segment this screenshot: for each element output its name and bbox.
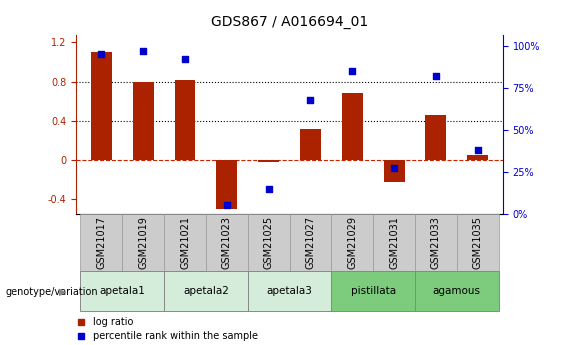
Bar [384,160,405,181]
Bar [300,129,321,160]
Bar [175,80,195,160]
Title: GDS867 / A016694_01: GDS867 / A016694_01 [211,15,368,29]
Bar [415,214,457,271]
Bar [258,160,279,162]
Bar [80,271,164,310]
Point [97,51,106,57]
Bar [247,271,332,310]
Bar [342,93,363,160]
Point [306,97,315,102]
Bar [164,214,206,271]
Text: agamous: agamous [433,286,481,296]
Text: GSM21033: GSM21033 [431,216,441,269]
Bar [457,214,499,271]
Text: pistillata: pistillata [351,286,396,296]
Bar [247,214,290,271]
Point [138,48,147,53]
Bar [467,155,488,160]
Point [473,147,483,153]
Point [390,166,399,171]
Text: GSM21023: GSM21023 [222,216,232,269]
Bar [373,214,415,271]
Text: GSM21017: GSM21017 [97,216,106,269]
Text: apetala3: apetala3 [267,286,312,296]
Bar [425,115,446,160]
Text: ▶: ▶ [59,287,67,296]
Bar [332,271,415,310]
Bar [80,214,122,271]
Text: GSM21031: GSM21031 [389,216,399,269]
Point [348,68,357,74]
Text: GSM21029: GSM21029 [347,216,357,269]
Bar [332,214,373,271]
Text: log ratio: log ratio [93,317,134,327]
Point [222,203,231,208]
Bar [415,271,499,310]
Text: apetala1: apetala1 [99,286,145,296]
Text: GSM21025: GSM21025 [264,216,273,269]
Bar [206,214,247,271]
Text: GSM21019: GSM21019 [138,216,148,269]
Text: GSM21021: GSM21021 [180,216,190,269]
Text: GSM21027: GSM21027 [306,216,315,269]
Text: genotype/variation: genotype/variation [6,287,98,296]
Text: GSM21035: GSM21035 [473,216,483,269]
Text: apetala2: apetala2 [183,286,229,296]
Point [180,57,189,62]
Bar [133,81,154,160]
Point [432,73,441,79]
Bar [164,271,247,310]
Bar [122,214,164,271]
Bar [216,160,237,209]
Point [264,186,273,191]
Bar [289,214,332,271]
Bar [91,52,112,160]
Text: percentile rank within the sample: percentile rank within the sample [93,331,258,341]
